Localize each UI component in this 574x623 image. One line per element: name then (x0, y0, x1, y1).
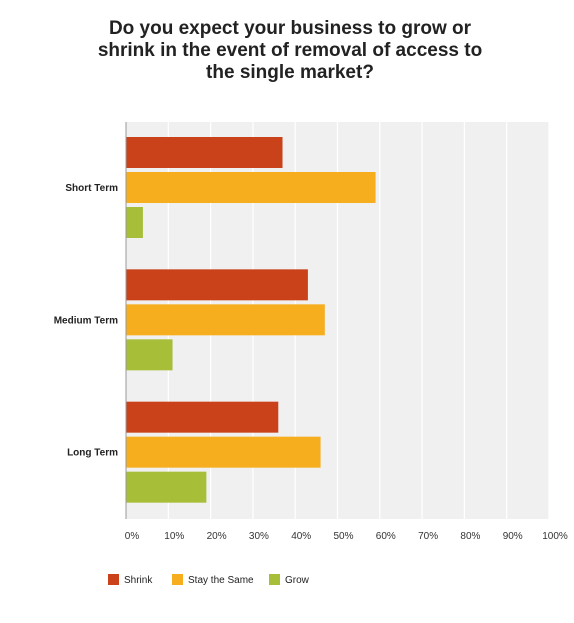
x-tick-label: 50% (333, 531, 353, 542)
x-tick-label: 10% (164, 531, 184, 542)
legend-label: Shrink (124, 575, 153, 586)
category-label: Medium Term (54, 315, 118, 326)
category-label: Long Term (67, 448, 118, 459)
bar-shrink (126, 269, 308, 301)
x-tick-label: 80% (460, 531, 480, 542)
x-axis-ticks: 0% 10% 20% 30% 40% 50% 60% 70% 80% 90% 100% (125, 531, 568, 542)
x-tick-label: 60% (376, 531, 396, 542)
chart-title: Do you expect your business to grow or s… (97, 18, 483, 83)
legend-swatch (172, 574, 183, 585)
x-tick-label: 30% (249, 531, 269, 542)
bar-shrink (126, 401, 279, 433)
legend: Shrink Stay the Same Grow (108, 574, 310, 586)
legend-label: Grow (285, 575, 310, 586)
x-tick-label: 20% (207, 531, 227, 542)
legend-label: Stay the Same (188, 575, 254, 586)
x-tick-label: 0% (125, 531, 140, 542)
bar-stay-the-same (126, 172, 376, 203)
x-tick-label: 90% (503, 531, 523, 542)
bar-grow (126, 471, 207, 503)
category-label: Short Term (65, 183, 118, 194)
legend-swatch (108, 574, 119, 585)
x-tick-label: 40% (291, 531, 311, 542)
bar-grow (126, 339, 173, 371)
bar-stay-the-same (126, 436, 321, 468)
category-labels: Short Term Medium Term Long Term (54, 183, 118, 459)
bar-stay-the-same (126, 304, 325, 336)
x-tick-label: 70% (418, 531, 438, 542)
x-tick-label: 100% (542, 531, 568, 542)
legend-swatch (269, 574, 280, 585)
bars (126, 137, 376, 503)
bar-grow (126, 207, 143, 238)
bar-shrink (126, 137, 283, 168)
